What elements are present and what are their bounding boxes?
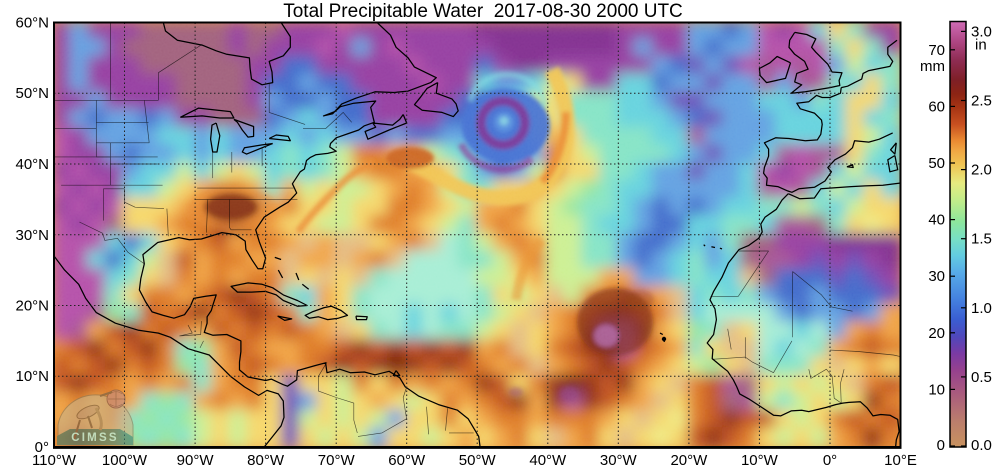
svg-text:mm: mm	[920, 58, 945, 75]
svg-text:50°W: 50°W	[459, 452, 497, 469]
svg-text:2.0: 2.0	[971, 162, 992, 179]
svg-text:60°N: 60°N	[15, 15, 49, 32]
svg-text:0: 0	[937, 437, 945, 454]
svg-text:30°N: 30°N	[15, 227, 49, 244]
svg-text:50°N: 50°N	[15, 85, 49, 102]
svg-text:110°W: 110°W	[32, 452, 77, 469]
svg-text:30°W: 30°W	[600, 452, 638, 469]
svg-text:20°N: 20°N	[15, 298, 49, 315]
svg-text:40: 40	[928, 212, 945, 229]
svg-text:0°: 0°	[823, 452, 837, 469]
svg-text:0.5: 0.5	[971, 369, 992, 386]
svg-text:40°N: 40°N	[15, 156, 49, 173]
svg-text:20°W: 20°W	[670, 452, 708, 469]
svg-text:10°N: 10°N	[15, 368, 49, 385]
svg-text:20: 20	[928, 325, 945, 342]
svg-text:CIMSS: CIMSS	[71, 432, 118, 444]
svg-text:0°: 0°	[35, 439, 49, 456]
svg-text:30: 30	[928, 268, 945, 285]
svg-text:2.5: 2.5	[971, 93, 992, 110]
svg-text:70: 70	[928, 42, 945, 59]
svg-text:60: 60	[928, 98, 945, 115]
svg-text:50: 50	[928, 155, 945, 172]
svg-text:60°W: 60°W	[388, 452, 426, 469]
svg-text:1.0: 1.0	[971, 300, 992, 317]
svg-text:80°W: 80°W	[247, 452, 285, 469]
svg-text:90°W: 90°W	[177, 452, 215, 469]
svg-text:100°W: 100°W	[102, 452, 148, 469]
svg-text:0.0: 0.0	[971, 437, 992, 454]
svg-text:10°W: 10°W	[741, 452, 779, 469]
svg-text:10°E: 10°E	[884, 452, 917, 469]
svg-text:1.5: 1.5	[971, 231, 992, 248]
svg-text:40°W: 40°W	[529, 452, 567, 469]
svg-text:70°W: 70°W	[318, 452, 356, 469]
svg-text:10: 10	[928, 381, 945, 398]
svg-text:Total Precipitable Water 2017: Total Precipitable Water 2017-08-30 2000…	[283, 1, 683, 22]
svg-text:in: in	[975, 36, 987, 53]
svg-text:3.0: 3.0	[971, 23, 992, 40]
